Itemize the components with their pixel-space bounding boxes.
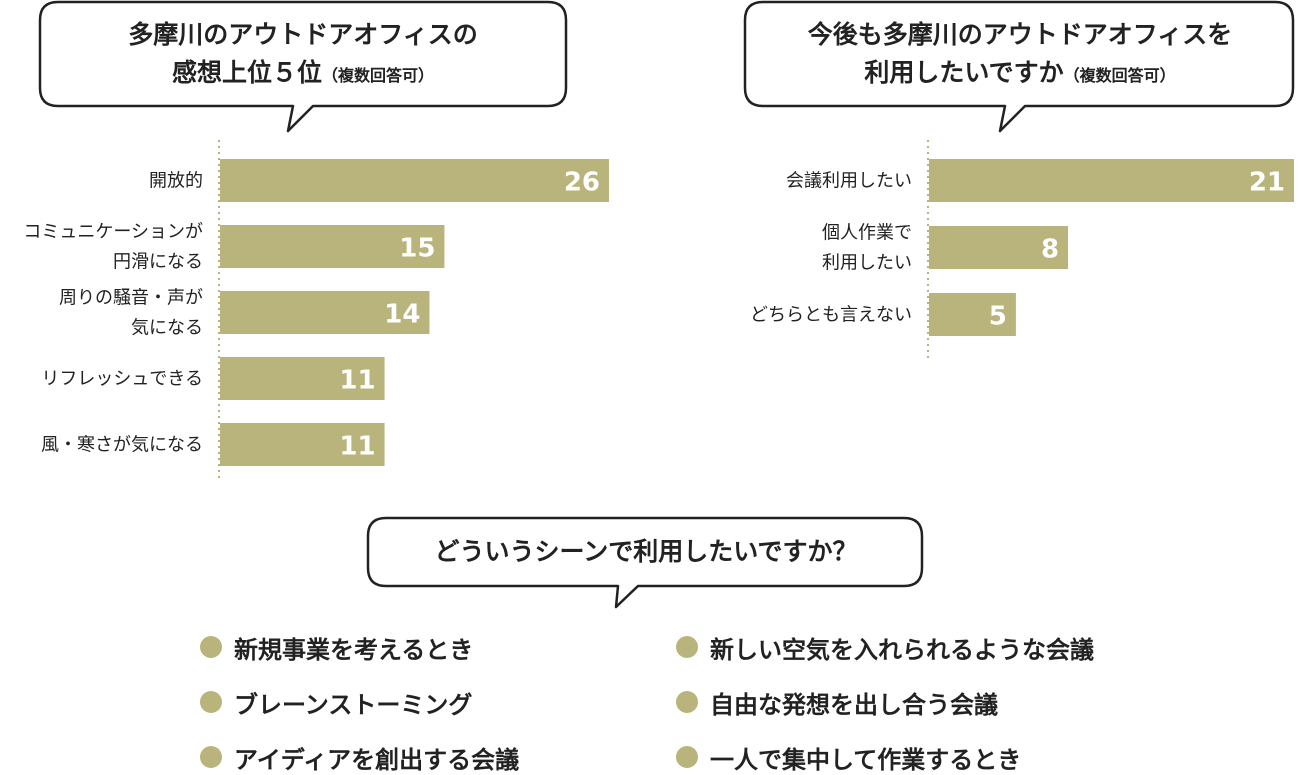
future-use-bar-chart: 21 会議利用したい 8 個人作業で利用したい 5 どちらとも言えない xyxy=(750,140,1294,360)
bar xyxy=(220,423,385,466)
scene-item-label: アイディアを創出する会議 xyxy=(234,745,520,774)
category-label: 会議利用したい xyxy=(786,171,912,192)
bar xyxy=(220,357,385,400)
bar-value-label: 26 xyxy=(564,168,600,198)
scenes-title-bubble: どういうシーンで利用したいですか？ xyxy=(366,516,926,610)
bullet-dot-icon xyxy=(676,746,698,768)
category-label: 風・寒さが気になる xyxy=(41,435,203,456)
bullet-dot-icon xyxy=(200,746,222,768)
bar-value-label: 15 xyxy=(399,234,435,264)
scene-item-label: ブレーンストーミング xyxy=(234,690,473,719)
left-chart-title-line1: 多摩川のアウトドアオフィスの xyxy=(128,20,478,49)
category-label: コミュニケーションが円滑になる xyxy=(23,222,203,273)
scene-item: アイディアを創出する会議 xyxy=(200,742,520,774)
bar xyxy=(929,293,1016,336)
left-chart-title-main: 感想上位５位 xyxy=(171,58,322,87)
right-chart-title-bubble: 今後も多摩川のアウトドアオフィスを 利用したいですか（複数回答可） xyxy=(743,0,1297,133)
scene-item: 新規事業を考えるとき xyxy=(200,632,474,664)
right-chart-title-line2: 利用したいですか（複数回答可） xyxy=(743,54,1297,95)
category-label: 個人作業で利用したい xyxy=(822,223,912,274)
bar xyxy=(929,159,1294,202)
bar xyxy=(220,159,609,202)
category-label: 周りの騒音・声が気になる xyxy=(59,288,203,339)
bar-value-label: 14 xyxy=(384,300,420,330)
bubble-outline xyxy=(743,0,1295,133)
right-chart-title-main: 利用したいですか xyxy=(864,58,1064,87)
scene-item-label: 新規事業を考えるとき xyxy=(234,635,474,664)
bar-value-label: 21 xyxy=(1249,168,1285,198)
bubble-outline xyxy=(366,516,924,609)
category-label: リフレッシュできる xyxy=(41,369,203,390)
bullet-dot-icon xyxy=(676,636,698,658)
left-chart-title: 多摩川のアウトドアオフィスの 感想上位５位（複数回答可） xyxy=(38,16,568,95)
bar xyxy=(929,226,1069,269)
right-chart-title: 今後も多摩川のアウトドアオフィスを 利用したいですか（複数回答可） xyxy=(743,16,1297,95)
scene-item-label: 自由な発想を出し合う会議 xyxy=(710,690,998,719)
bar-value-label: 11 xyxy=(339,432,375,462)
bar xyxy=(220,225,445,268)
bar-value-label: 5 xyxy=(989,302,1007,332)
left-chart-title-bubble: 多摩川のアウトドアオフィスの 感想上位５位（複数回答可） xyxy=(38,0,568,133)
scene-item-label: 新しい空気を入れられるような会議 xyxy=(710,635,1094,664)
bullet-dot-icon xyxy=(200,691,222,713)
right-chart-title-note: （複数回答可） xyxy=(1063,66,1176,85)
scene-item-label: 一人で集中して作業するとき xyxy=(710,745,1022,774)
category-label: 開放的 xyxy=(149,171,203,192)
right-chart-title-line1: 今後も多摩川のアウトドアオフィスを xyxy=(807,20,1233,49)
scene-item: 一人で集中して作業するとき xyxy=(676,742,1022,774)
scene-item: ブレーンストーミング xyxy=(200,687,473,719)
bullet-dot-icon xyxy=(200,636,222,658)
bar xyxy=(220,291,430,334)
scene-item: 自由な発想を出し合う会議 xyxy=(676,687,998,719)
bar-value-label: 11 xyxy=(339,366,375,396)
category-label: どちらとも言えない xyxy=(750,305,912,326)
bar-value-label: 8 xyxy=(1041,235,1059,265)
bubble-outline xyxy=(38,0,568,133)
scene-item: 新しい空気を入れられるような会議 xyxy=(676,632,1094,664)
left-chart-title-note: （複数回答可） xyxy=(322,66,435,85)
impressions-bar-chart: 26 開放的 15 コミュニケーションが円滑になる 14 周りの騒音・声が気になる 11 リフ… xyxy=(23,140,609,482)
bullet-dot-icon xyxy=(676,691,698,713)
left-chart-title-line2: 感想上位５位（複数回答可） xyxy=(38,54,568,95)
scenes-title: どういうシーンで利用したいですか？ xyxy=(434,537,858,566)
